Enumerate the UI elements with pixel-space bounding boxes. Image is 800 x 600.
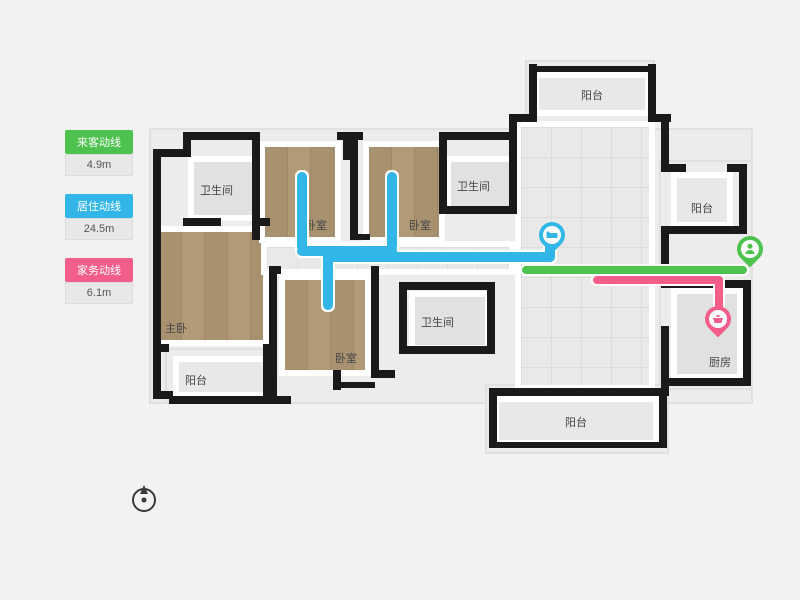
room-label: 卫生间	[421, 314, 454, 330]
wall	[529, 64, 537, 122]
room-label: 卧室	[335, 350, 357, 366]
wall	[153, 344, 169, 352]
wall	[371, 370, 395, 378]
wall	[439, 206, 517, 214]
wall	[489, 388, 497, 448]
floorplan: 主卧卧室卧室卧室卫生间卫生间卫生间客餐厅厨房阳台阳台阳台阳台	[153, 66, 758, 486]
wall	[269, 396, 291, 404]
legend-item-guest: 来客动线 4.9m	[65, 130, 133, 176]
room-label: 卧室	[409, 217, 431, 233]
wall	[529, 66, 653, 72]
wall	[252, 218, 270, 226]
wall	[489, 388, 669, 396]
legend-item-living: 居住动线 24.5m	[65, 194, 133, 240]
wall	[183, 132, 260, 140]
path-blue	[323, 252, 555, 262]
wall	[661, 326, 669, 386]
room-master_bedroom: 主卧	[153, 226, 269, 346]
wall	[350, 132, 358, 240]
path-blue	[323, 252, 333, 310]
compass-icon	[128, 482, 160, 514]
room-bedroom_top_r: 卧室	[363, 141, 445, 243]
wall	[399, 282, 495, 290]
room-kitchen: 厨房	[671, 288, 743, 380]
path-blue	[297, 172, 307, 252]
path-green	[522, 266, 747, 274]
wall	[659, 388, 667, 448]
room-bath_left: 卫生间	[188, 156, 258, 221]
room-label: 阳台	[565, 414, 587, 430]
room-balcony_bottom: 阳台	[493, 396, 659, 446]
legend-item-chore: 家务动线 6.1m	[65, 258, 133, 304]
room-label: 阳台	[581, 87, 603, 103]
path-blue	[387, 172, 397, 252]
wall	[169, 396, 271, 404]
wall	[371, 266, 379, 378]
legend-label: 家务动线	[65, 258, 133, 282]
wall	[333, 382, 375, 388]
wall	[439, 132, 517, 140]
wall	[743, 280, 751, 386]
room-bath_mid: 卫生间	[409, 291, 491, 351]
wall	[399, 346, 495, 354]
room-label: 卫生间	[200, 182, 233, 198]
room-label: 卫生间	[457, 178, 490, 194]
legend: 来客动线 4.9m 居住动线 24.5m 家务动线 6.1m	[65, 130, 133, 322]
room-balcony_tr: 阳台	[671, 172, 733, 228]
wall	[648, 64, 656, 122]
legend-label: 居住动线	[65, 194, 133, 218]
wall	[661, 164, 686, 172]
legend-value: 4.9m	[65, 154, 133, 176]
wall	[269, 266, 281, 274]
room-label: 厨房	[709, 354, 731, 370]
wall	[269, 266, 277, 404]
legend-value: 24.5m	[65, 218, 133, 240]
legend-label: 来客动线	[65, 130, 133, 154]
wall	[509, 114, 517, 212]
room-label: 阳台	[691, 200, 713, 216]
legend-value: 6.1m	[65, 282, 133, 304]
room-balcony_bl: 阳台	[173, 356, 269, 398]
room-label: 阳台	[185, 372, 207, 388]
wall	[399, 282, 407, 354]
wall	[439, 132, 447, 212]
path-pink	[593, 276, 723, 284]
room-balcony_top: 阳台	[533, 72, 651, 116]
wall	[489, 442, 667, 448]
wall	[183, 218, 221, 226]
wall	[487, 282, 495, 354]
wall	[661, 378, 751, 386]
wall	[350, 234, 370, 240]
wall	[153, 149, 161, 399]
room-label: 主卧	[165, 320, 187, 336]
wall	[661, 226, 747, 234]
wall	[739, 164, 747, 234]
wall	[509, 114, 529, 122]
